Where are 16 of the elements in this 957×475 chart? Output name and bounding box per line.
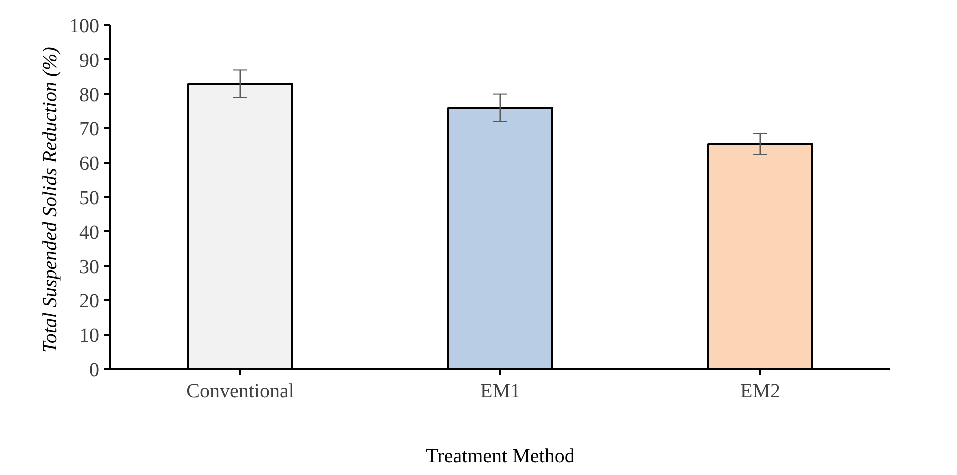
y-tick-label: 60	[80, 153, 100, 176]
x-tick-label: Conventional	[186, 380, 295, 402]
x-tick-label: EM2	[740, 380, 780, 402]
y-tick-label: 80	[80, 84, 100, 106]
y-tick-label: 90	[80, 50, 100, 72]
y-tick-label: 70	[80, 118, 100, 141]
y-axis-title: Total Suspended Solids Reduction (%)	[40, 46, 62, 353]
y-tick-label: 50	[80, 188, 100, 210]
y-tick-label: 100	[70, 16, 100, 38]
x-tick-label: EM1	[480, 380, 520, 402]
y-tick-label: 20	[80, 290, 100, 313]
y-tick-label: 0	[90, 360, 100, 382]
x-axis-title: Treatment Method	[426, 446, 575, 468]
y-tick-label: 30	[80, 256, 100, 278]
y-tick-label: 40	[80, 222, 100, 244]
y-tick-label: 10	[80, 325, 100, 348]
